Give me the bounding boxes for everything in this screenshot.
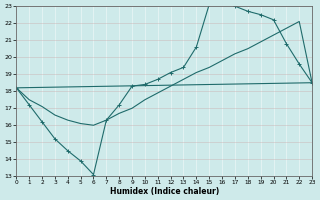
X-axis label: Humidex (Indice chaleur): Humidex (Indice chaleur) xyxy=(109,187,219,196)
